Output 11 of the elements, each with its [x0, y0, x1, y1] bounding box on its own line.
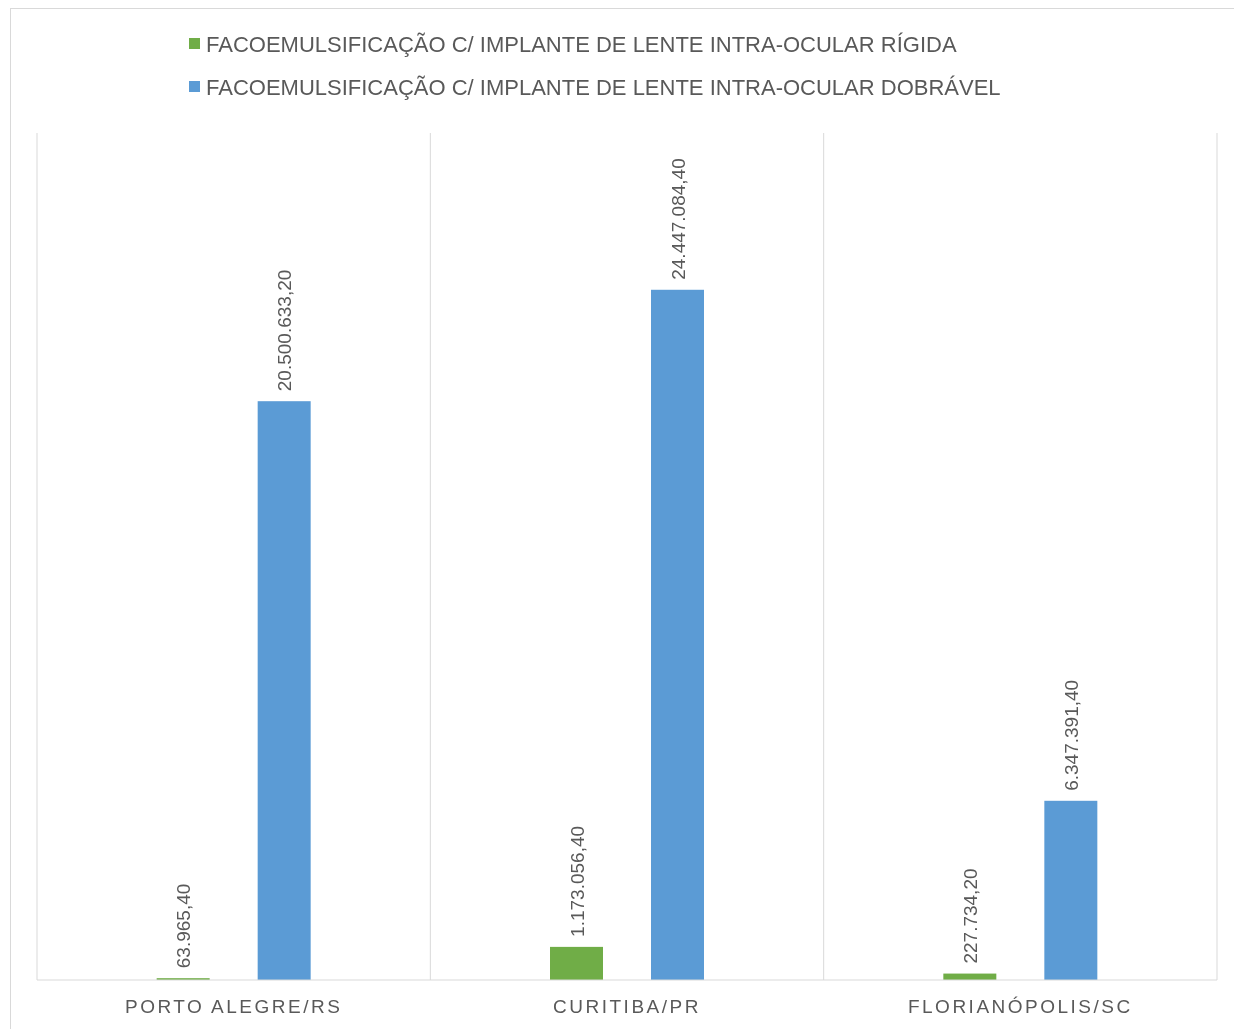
- legend-label: FACOEMULSIFICAÇÃO C/ IMPLANTE DE LENTE INTRA-OCULAR DOBRÁVEL: [206, 74, 1001, 100]
- x-tick-label: PORTO ALEGRE/RS: [124, 996, 343, 1017]
- x-tick-label: FLORIANÓPOLIS/SC: [907, 996, 1133, 1017]
- legend-label: FACOEMULSIFICAÇÃO C/ IMPLANTE DE LENTE INTRA-OCULAR RÍGIDA: [206, 31, 957, 57]
- x-tick-label: CURITIBA/PR: [553, 996, 701, 1017]
- data-label: 20.500.633,20: [274, 269, 296, 392]
- data-label: 63.965,40: [173, 883, 195, 969]
- data-label: 227.734,20: [959, 868, 981, 964]
- data-label: 6.347.391,40: [1060, 679, 1082, 791]
- data-label: 24.447.084,40: [667, 158, 689, 280]
- data-label: 1.173.056,40: [566, 825, 588, 937]
